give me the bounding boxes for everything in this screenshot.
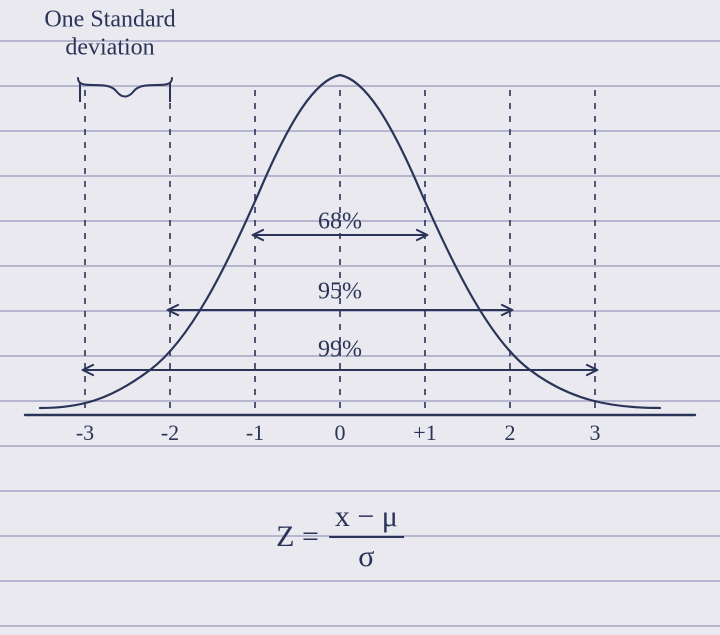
z-score-formula: Z = x − μ σ <box>276 500 404 574</box>
range-label-99: 99% <box>318 337 362 364</box>
axis-tick-label: -2 <box>161 420 179 445</box>
axis-tick-label: +1 <box>413 420 436 445</box>
axis-tick-label: 0 <box>335 420 346 445</box>
stddev-brace <box>78 78 172 97</box>
range-label-68: 68% <box>318 209 362 236</box>
title-line-2: deviation <box>65 35 154 62</box>
formula-denominator: σ <box>329 538 404 574</box>
range-label-95: 95% <box>318 279 362 306</box>
formula-numerator: x − μ <box>329 500 404 536</box>
title-line-1: One Standard <box>44 7 175 34</box>
formula-lhs: Z = <box>276 520 329 554</box>
axis-tick-label: 3 <box>590 420 601 445</box>
formula-fraction: x − μ σ <box>329 500 404 574</box>
axis-tick-label: -1 <box>246 420 264 445</box>
axis-tick-label: -3 <box>76 420 94 445</box>
axis-tick-label: 2 <box>505 420 516 445</box>
